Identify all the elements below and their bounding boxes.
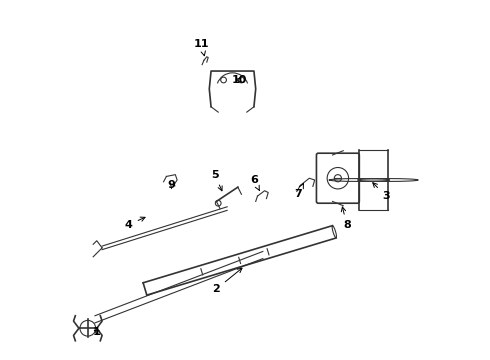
Text: 9: 9 [168,180,176,190]
Text: 5: 5 [211,170,222,191]
Text: 4: 4 [125,217,145,230]
Text: 8: 8 [342,207,351,230]
Text: 3: 3 [373,183,390,201]
Text: 11: 11 [194,39,209,56]
Text: 10: 10 [232,75,247,85]
Text: 1: 1 [93,327,100,337]
Text: 6: 6 [250,175,259,190]
Text: 7: 7 [294,184,303,199]
Text: 2: 2 [213,268,242,294]
